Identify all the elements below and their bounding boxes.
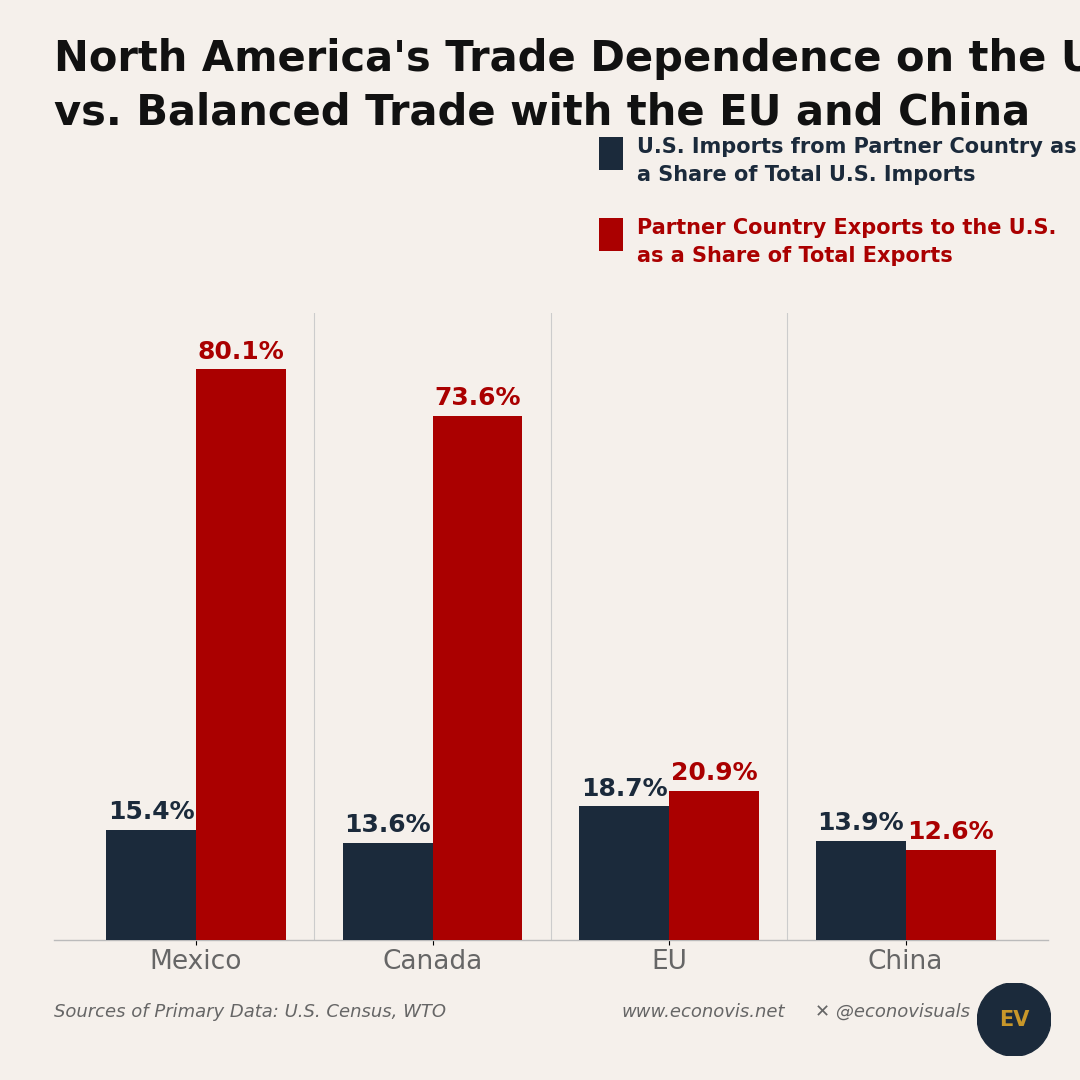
Text: a Share of Total U.S. Imports: a Share of Total U.S. Imports <box>637 165 975 186</box>
Text: ✕ @econovisuals: ✕ @econovisuals <box>815 1002 971 1021</box>
Text: 13.9%: 13.9% <box>818 811 904 835</box>
Bar <box>670 791 759 940</box>
Text: 18.7%: 18.7% <box>581 777 667 800</box>
Text: as a Share of Total Exports: as a Share of Total Exports <box>637 246 953 267</box>
Text: 13.6%: 13.6% <box>345 813 431 837</box>
Bar <box>906 850 996 940</box>
Text: North America's Trade Dependence on the U.S.: North America's Trade Dependence on the … <box>54 38 1080 80</box>
Text: 20.9%: 20.9% <box>671 761 757 785</box>
Text: EV: EV <box>999 1010 1029 1029</box>
Bar <box>342 842 432 940</box>
Text: 12.6%: 12.6% <box>907 820 994 845</box>
Bar <box>432 416 523 940</box>
Text: www.econovis.net: www.econovis.net <box>621 1002 784 1021</box>
Bar <box>106 829 195 940</box>
Text: 73.6%: 73.6% <box>434 386 521 410</box>
Text: 15.4%: 15.4% <box>108 800 194 824</box>
Bar <box>579 807 670 940</box>
Text: vs. Balanced Trade with the EU and China: vs. Balanced Trade with the EU and China <box>54 92 1030 134</box>
Text: 80.1%: 80.1% <box>198 340 284 364</box>
Bar <box>195 369 286 940</box>
Bar <box>815 840 906 940</box>
Text: U.S. Imports from Partner Country as: U.S. Imports from Partner Country as <box>637 137 1077 158</box>
Text: Partner Country Exports to the U.S.: Partner Country Exports to the U.S. <box>637 218 1056 239</box>
Circle shape <box>977 983 1051 1056</box>
Text: Sources of Primary Data: U.S. Census, WTO: Sources of Primary Data: U.S. Census, WT… <box>54 1002 446 1021</box>
